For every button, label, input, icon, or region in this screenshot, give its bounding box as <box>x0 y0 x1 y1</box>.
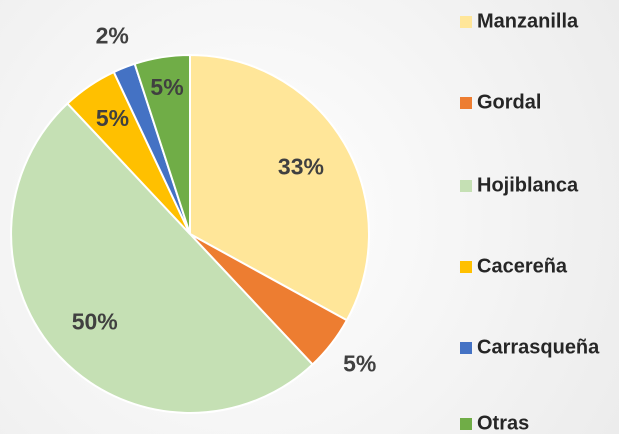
legend-label: Gordal <box>477 91 541 113</box>
data-label: 5% <box>343 351 376 377</box>
pie-slice <box>10 102 314 414</box>
legend-label: Manzanilla <box>477 10 579 32</box>
data-label: 33% <box>278 153 324 179</box>
data-label: 5% <box>96 105 129 131</box>
data-label: 2% <box>96 23 129 49</box>
legend-swatch <box>460 418 472 430</box>
pie-slice <box>189 53 370 322</box>
data-label: 50% <box>72 309 118 335</box>
legend-label: Hojiblanca <box>477 174 579 196</box>
legend-swatch <box>460 342 472 354</box>
legend-swatch <box>460 180 472 192</box>
legend-swatch <box>460 16 472 28</box>
legend-swatch <box>460 97 472 109</box>
legend-label: Otras <box>477 412 529 434</box>
data-label: 5% <box>150 74 183 100</box>
legend-label: Cacereña <box>477 255 568 277</box>
pie-slice <box>133 53 191 235</box>
legend-label: Carrasqueña <box>477 336 600 358</box>
legend-swatch <box>460 261 472 273</box>
